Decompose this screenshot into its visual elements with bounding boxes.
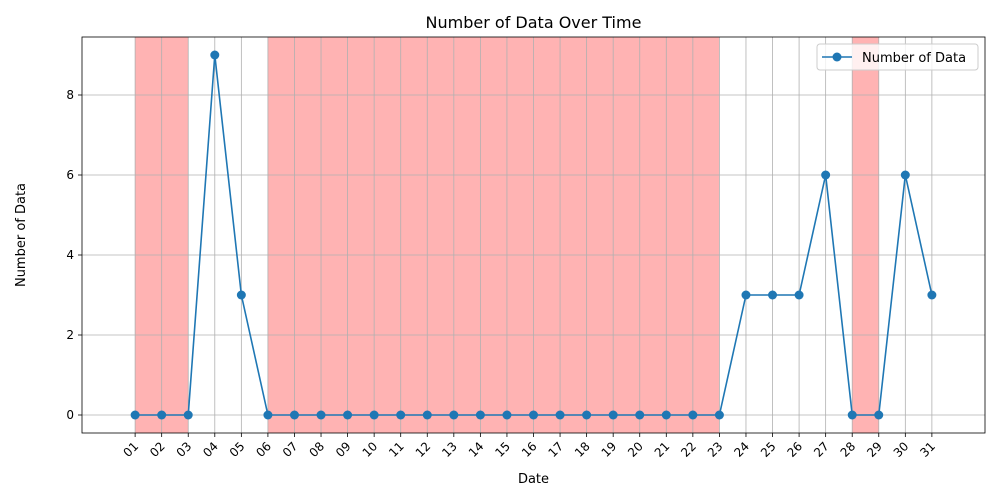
y-axis-ticks: 0 2 4 6 8 [66, 88, 82, 422]
data-point [768, 290, 778, 300]
data-point [183, 410, 193, 420]
data-point [608, 410, 618, 420]
data-point [714, 410, 724, 420]
data-point [661, 410, 671, 420]
data-point [422, 410, 432, 420]
y-tick-label: 4 [66, 248, 74, 262]
data-point [449, 410, 459, 420]
data-point [900, 170, 910, 180]
shaded-regions [135, 37, 879, 433]
data-point [369, 410, 379, 420]
y-axis-label: Number of Data [14, 183, 29, 287]
data-point [343, 410, 353, 420]
data-point [847, 410, 857, 420]
data-point [130, 410, 140, 420]
data-point [529, 410, 538, 420]
data-point [316, 410, 326, 420]
data-point [502, 410, 512, 420]
x-axis-label: Date [518, 472, 549, 487]
data-point [210, 50, 220, 60]
data-point [635, 410, 645, 420]
shaded-region [852, 37, 879, 433]
data-series [130, 50, 937, 420]
y-tick-label: 0 [66, 408, 74, 422]
y-tick-label: 2 [66, 328, 74, 342]
data-point [741, 290, 751, 300]
data-point [688, 410, 698, 420]
legend-box [816, 43, 979, 71]
chart-title: Number of Data Over Time [426, 13, 642, 32]
y-tick-label: 6 [66, 168, 74, 182]
legend-dot-marker [832, 52, 842, 62]
data-point [289, 410, 299, 420]
data-point [582, 410, 592, 420]
shaded-region [267, 37, 720, 433]
legend-label: Number of Data [862, 51, 966, 66]
data-point [794, 290, 804, 300]
data-point [927, 290, 937, 300]
data-point [874, 410, 884, 420]
data-point [396, 410, 406, 420]
data-point [236, 290, 246, 300]
grid-lines [82, 37, 985, 433]
data-point [263, 410, 273, 420]
data-point [821, 170, 831, 180]
data-point [157, 410, 167, 420]
legend: Number of Data [816, 43, 979, 71]
data-point [555, 410, 565, 420]
y-tick-label: 8 [66, 88, 74, 102]
data-point [475, 410, 485, 420]
